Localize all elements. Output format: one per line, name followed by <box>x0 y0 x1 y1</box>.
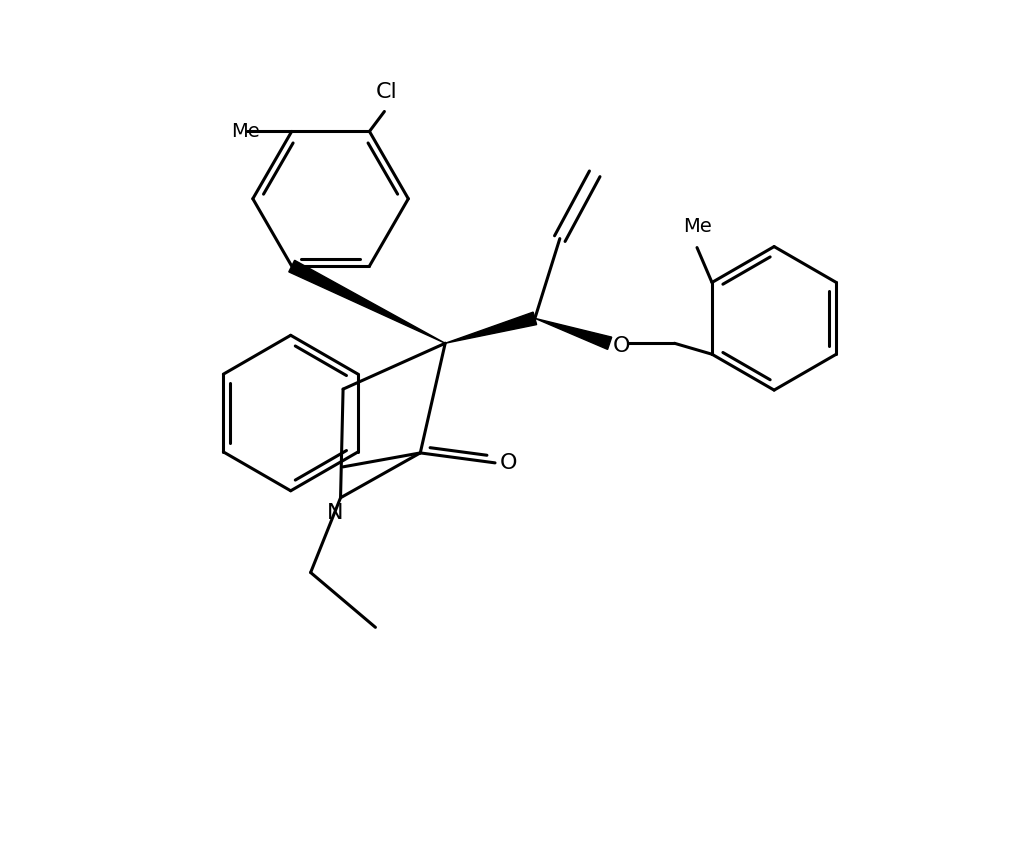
Text: Me: Me <box>683 216 711 236</box>
Text: O: O <box>500 453 517 473</box>
Text: O: O <box>613 337 630 356</box>
Polygon shape <box>445 312 536 343</box>
Text: Me: Me <box>231 122 260 141</box>
Polygon shape <box>289 260 445 343</box>
Text: N: N <box>327 503 343 522</box>
Polygon shape <box>535 318 612 349</box>
Text: Cl: Cl <box>376 81 397 102</box>
